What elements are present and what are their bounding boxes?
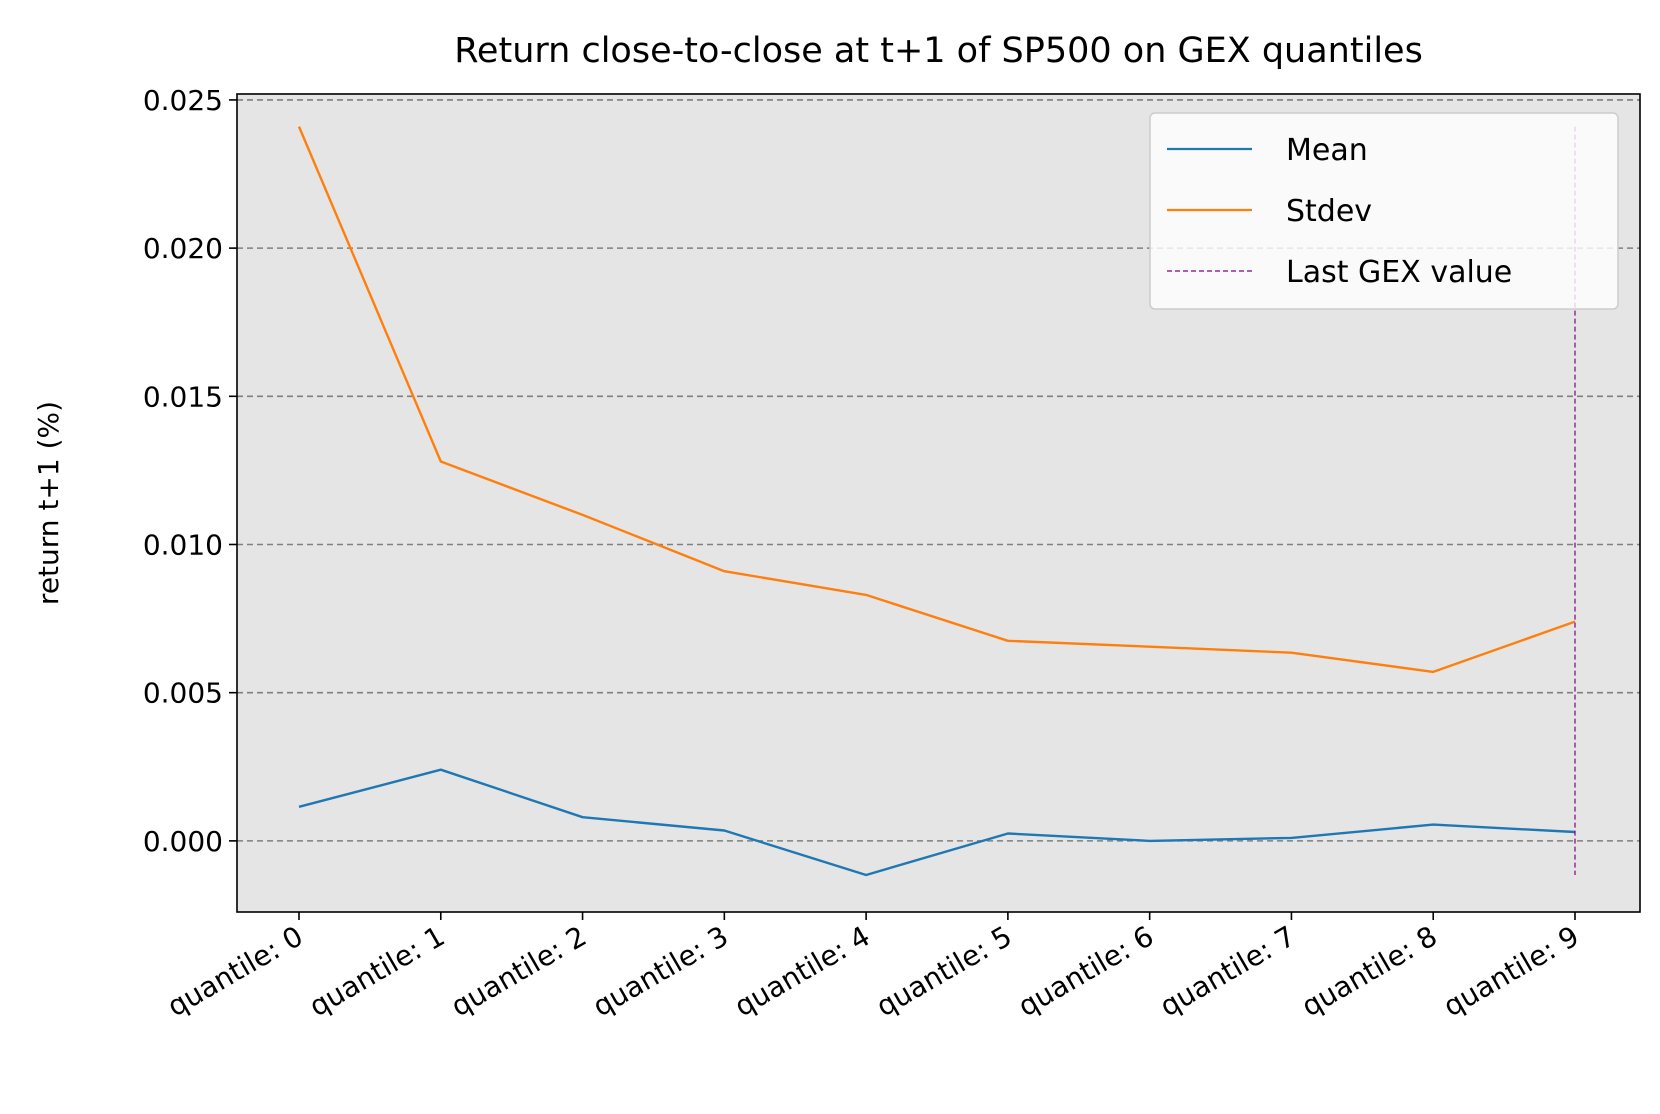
- series-line-mean: [298, 768, 1576, 877]
- legend: Mean Stdev Last GEX value: [1149, 112, 1619, 310]
- y-tick-label: 0.015: [143, 380, 223, 413]
- legend-stdev-label: Stdev: [1286, 194, 1372, 229]
- y-axis-label: return t+1 (%): [32, 401, 65, 605]
- grid-lines: [237, 99, 1640, 842]
- legend-last-gex-label: Last GEX value: [1286, 255, 1512, 290]
- y-tick-label: 0.025: [143, 84, 223, 117]
- legend-mean-label: Mean: [1286, 133, 1368, 168]
- y-tick-label: 0.005: [143, 677, 223, 710]
- chart-title: Return close-to-close at t+1 of SP500 on…: [454, 31, 1423, 71]
- y-tick-label: 0.000: [143, 825, 223, 858]
- legend-box: [1149, 112, 1619, 310]
- y-axis: 0.000 0.005 0.010 0.015 0.020 0.025: [143, 84, 237, 858]
- plot-frame: [236, 93, 1641, 913]
- y-tick-label: 0.010: [143, 528, 223, 561]
- y-tick-label: 0.020: [143, 232, 223, 265]
- series-line-stdev: [297, 126, 1576, 674]
